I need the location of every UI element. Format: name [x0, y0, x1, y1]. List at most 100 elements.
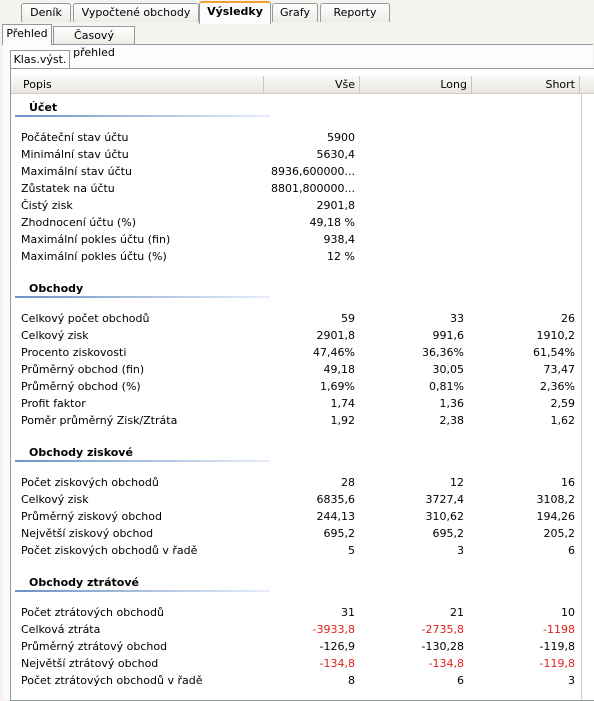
row-label: Průměrný ziskový obchod — [21, 510, 162, 523]
value-cell: 61,54% — [533, 346, 575, 359]
value-cell: -2735,8 — [421, 623, 464, 636]
section-underline — [15, 460, 270, 462]
value-cell: 2,36% — [540, 380, 575, 393]
value-cell: 26 — [561, 312, 575, 325]
tab[interactable]: Deník — [21, 3, 71, 22]
value-cell: 8801,800000... — [271, 182, 355, 195]
row-label: Průměrný ztrátový obchod — [21, 640, 168, 653]
value-cell: 2901,8 — [316, 329, 356, 342]
row-label: Počet ziskových obchodů — [21, 476, 159, 489]
value-cell: 991,6 — [432, 329, 465, 342]
value-cell: 10 — [561, 606, 575, 619]
value-cell: 6 — [457, 674, 464, 687]
tab-active[interactable]: Výsledky — [199, 1, 271, 24]
value-cell: 73,47 — [543, 363, 576, 376]
value-cell: 205,2 — [543, 527, 576, 540]
value-cell: 2,59 — [550, 397, 576, 410]
value-cell: 47,46% — [313, 346, 355, 359]
row-label: Maximální stav účtu — [21, 165, 132, 178]
column-header: Vše — [265, 76, 360, 93]
row-label: Největší ziskový obchod — [21, 527, 154, 540]
row-label: Procento ziskovosti — [21, 346, 127, 359]
value-cell: 59 — [341, 312, 355, 325]
value-cell: 1,74 — [330, 397, 356, 410]
tab[interactable]: Vypočtené obchody — [73, 3, 199, 22]
value-cell: -130,28 — [421, 640, 464, 653]
inner-tab[interactable]: Klas.výst. — [10, 50, 70, 69]
value-cell: 244,13 — [316, 510, 356, 523]
section-underline — [15, 296, 270, 298]
row-label: Čistý zisk — [21, 199, 73, 212]
row-label: Celkový zisk — [21, 493, 89, 506]
value-cell: 3727,4 — [425, 493, 465, 506]
row-label: Zhodnocení účtu (%) — [21, 216, 137, 229]
value-cell: 1,69% — [320, 380, 355, 393]
results-table: Popis Vše Long Short Účet Počáteční stav účt… — [10, 68, 594, 701]
value-cell: -119,8 — [539, 657, 575, 670]
value-cell: 33 — [450, 312, 464, 325]
value-cell: 2901,8 — [316, 199, 356, 212]
row-label: Celkový počet obchodů — [21, 312, 150, 325]
value-cell: 5 — [348, 544, 355, 557]
value-cell: 6 — [568, 544, 575, 557]
value-cell: -3933,8 — [312, 623, 355, 636]
value-cell: -126,9 — [319, 640, 355, 653]
column-header: Short — [473, 76, 580, 93]
row-label: Celková ztráta — [21, 623, 101, 636]
row-label: Zůstatek na účtu — [21, 182, 115, 195]
value-cell: 36,36% — [422, 346, 464, 359]
subtab-active[interactable]: Přehled — [2, 24, 52, 45]
row-label: Počáteční stav účtu — [21, 131, 129, 144]
row-label: Celkový zisk — [21, 329, 89, 342]
value-cell: -134,8 — [319, 657, 355, 670]
value-cell: 1,36 — [439, 397, 465, 410]
value-cell: 2,38 — [439, 414, 465, 427]
section-title: Obchody ztrátové — [29, 576, 139, 589]
row-label: Průměrný obchod (fin) — [21, 363, 145, 376]
value-cell: 12 % — [327, 250, 355, 263]
row-label: Maximální pokles účtu (fin) — [21, 233, 171, 246]
value-cell: 8936,600000... — [271, 165, 355, 178]
row-label: Počet ziskových obchodů v řadě — [21, 544, 198, 557]
value-cell: 16 — [561, 476, 575, 489]
tab[interactable]: Grafy — [272, 3, 318, 22]
subtab[interactable]: Časový přehled — [53, 26, 135, 59]
row-label: Největší ztrátový obchod — [21, 657, 159, 670]
value-cell: 695,2 — [432, 527, 465, 540]
value-cell: 28 — [341, 476, 355, 489]
value-cell: 31 — [341, 606, 355, 619]
row-label: Počet ztrátových obchodů v řadě — [21, 674, 203, 687]
value-cell: -134,8 — [428, 657, 464, 670]
value-cell: 30,05 — [432, 363, 465, 376]
value-cell: 310,62 — [425, 510, 465, 523]
table-header: Popis Vše Long Short — [11, 76, 594, 94]
value-cell: 5900 — [327, 131, 355, 144]
row-label: Minimální stav účtu — [21, 148, 129, 161]
value-cell: 49,18 % — [309, 216, 355, 229]
value-cell: -1198 — [543, 623, 575, 636]
row-label: Počet ztrátových obchodů — [21, 606, 164, 619]
column-header: Long — [361, 76, 472, 93]
row-label: Poměr průměrný Zisk/Ztráta — [21, 414, 178, 427]
column-header: Popis — [11, 76, 264, 93]
value-cell: 695,2 — [323, 527, 356, 540]
section-underline — [15, 115, 270, 117]
row-label: Profit faktor — [21, 397, 86, 410]
value-cell: 21 — [450, 606, 464, 619]
section-title: Účet — [29, 101, 58, 114]
value-cell: 49,18 — [323, 363, 356, 376]
value-cell: 3 — [457, 544, 464, 557]
value-cell: 1,62 — [550, 414, 576, 427]
value-cell: 1910,2 — [536, 329, 576, 342]
value-cell: 8 — [348, 674, 355, 687]
value-cell: 0,81% — [429, 380, 464, 393]
tab[interactable]: Reporty — [320, 3, 390, 22]
section-title: Obchody ziskové — [29, 446, 133, 459]
value-cell: 194,26 — [536, 510, 576, 523]
column-border — [581, 93, 582, 700]
value-cell: 12 — [450, 476, 464, 489]
value-cell: 3 — [568, 674, 575, 687]
value-cell: 3108,2 — [536, 493, 576, 506]
value-cell: -119,8 — [539, 640, 575, 653]
